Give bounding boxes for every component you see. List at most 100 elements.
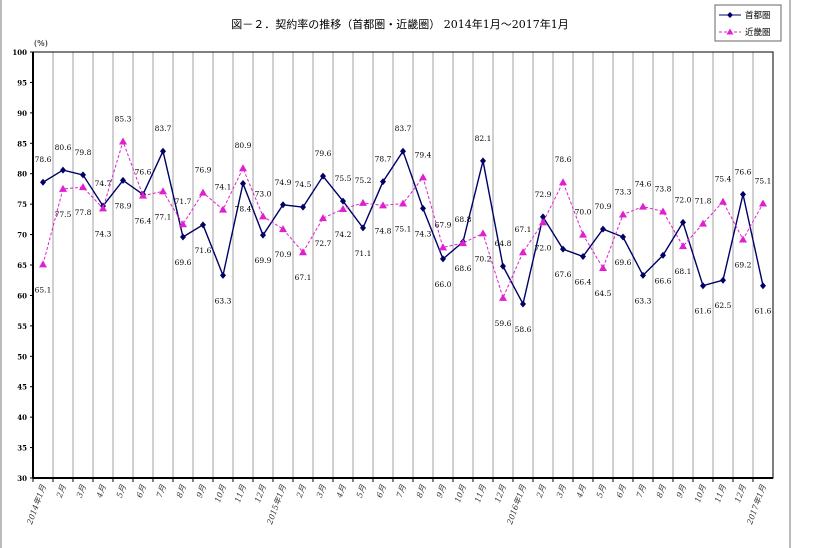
data-label: 77.5: [55, 210, 72, 219]
data-point: [179, 220, 187, 228]
data-label: 79.6: [315, 149, 332, 158]
data-label: 58.6: [515, 325, 532, 334]
y-tick-label: 30: [17, 474, 27, 483]
data-point: [40, 178, 46, 186]
data-label: 73.0: [255, 189, 272, 198]
data-label: 75.5: [335, 174, 352, 183]
data-point: [239, 164, 247, 172]
data-label: 76.9: [195, 166, 212, 175]
y-tick-label: 35: [17, 444, 27, 453]
y-tick-label: 45: [17, 383, 27, 392]
data-point: [159, 187, 167, 195]
data-label: 69.6: [175, 258, 192, 267]
y-tick-label: 80: [17, 170, 27, 179]
data-point: [420, 204, 426, 212]
data-point: [479, 229, 487, 237]
y-tick-label: 75: [17, 200, 27, 209]
x-tick-label: 3月: [315, 483, 328, 499]
data-label: 70.0: [575, 208, 592, 217]
data-label: 61.6: [695, 307, 712, 316]
data-label: 67.9: [435, 220, 452, 229]
data-label: 83.7: [395, 124, 412, 133]
y-tick-label: 60: [17, 291, 27, 300]
data-point: [260, 231, 266, 239]
data-label: 79.4: [415, 150, 432, 159]
data-point: [619, 210, 627, 218]
data-label: 76.4: [135, 217, 152, 226]
data-point: [459, 239, 467, 247]
x-tick-label: 7月: [155, 483, 168, 499]
data-label: 68.1: [675, 267, 692, 276]
data-label: 76.6: [735, 167, 752, 176]
chart-title: 図－２．契約率の推移（首都圏・近畿圏） 2014年1月～2017年1月: [231, 17, 568, 31]
x-tick-label: 7月: [635, 483, 648, 499]
data-point: [39, 260, 47, 268]
data-point: [739, 235, 747, 243]
data-point: [560, 245, 566, 253]
x-tick-label: 8月: [655, 483, 668, 499]
data-point: [539, 218, 547, 226]
data-point: [199, 188, 207, 196]
data-label: 80.6: [55, 143, 72, 152]
data-point: [380, 178, 386, 186]
x-tick-label: 10月: [453, 483, 468, 504]
data-point: [720, 276, 726, 284]
data-label: 73.8: [655, 184, 672, 193]
data-label: 66.4: [575, 277, 592, 286]
data-point: [419, 173, 427, 181]
data-label: 78.6: [555, 155, 572, 164]
y-tick-label: 95: [17, 78, 27, 87]
data-label: 75.1: [755, 177, 772, 186]
data-point: [759, 199, 767, 207]
data-label: 74.9: [275, 178, 292, 187]
data-label: 72.0: [675, 195, 692, 204]
data-point: [200, 221, 206, 229]
legend-marker: [726, 28, 734, 35]
data-label: 74.7: [95, 179, 112, 188]
data-label: 63.3: [635, 296, 652, 305]
x-tick-label: 11月: [473, 483, 488, 504]
data-label: 74.5: [295, 180, 312, 189]
data-label: 72.7: [315, 239, 332, 248]
x-tick-label: 9月: [435, 483, 448, 499]
x-tick-label: 9月: [195, 483, 208, 499]
data-point: [440, 255, 446, 263]
data-label: 77.1: [155, 212, 172, 221]
data-label: 74.8: [375, 226, 392, 235]
data-label: 82.1: [475, 134, 492, 143]
data-point: [80, 171, 86, 179]
data-label: 75.4: [715, 175, 732, 184]
data-point: [700, 282, 706, 290]
data-point: [599, 264, 607, 272]
data-label: 80.9: [235, 141, 252, 150]
data-point: [240, 179, 246, 187]
data-label: 64.8: [495, 239, 512, 248]
legend-label: 近畿圏: [745, 27, 771, 38]
data-label: 74.1: [215, 183, 232, 192]
data-point: [279, 225, 287, 233]
data-point: [59, 184, 67, 192]
data-point: [320, 172, 326, 180]
data-point: [519, 248, 527, 256]
x-tick-label: 2月: [55, 483, 69, 500]
data-point: [699, 219, 707, 227]
x-tick-label: 8月: [175, 483, 188, 499]
data-label: 70.9: [275, 250, 292, 259]
x-tick-label: 2016年1月: [505, 483, 528, 527]
data-point: [300, 203, 306, 211]
data-point: [340, 197, 346, 205]
data-point: [400, 147, 406, 155]
data-point: [639, 202, 647, 210]
data-point: [299, 248, 307, 256]
data-label: 71.7: [175, 197, 192, 206]
data-label: 83.7: [155, 124, 172, 133]
data-point: [219, 205, 227, 213]
data-label: 66.6: [655, 276, 672, 285]
y-tick-label: 55: [17, 322, 27, 331]
data-label: 68.8: [455, 215, 472, 224]
data-point: [359, 198, 367, 206]
data-label: 76.6: [135, 167, 152, 176]
plot-border: [32, 51, 774, 479]
legend-box: [714, 4, 782, 42]
